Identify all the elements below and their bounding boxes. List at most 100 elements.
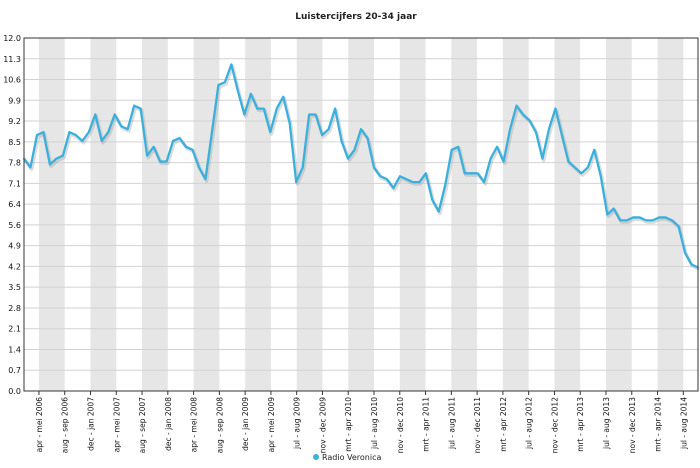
data-point <box>29 166 32 169</box>
data-point <box>204 178 207 181</box>
data-point <box>288 122 291 125</box>
data-point <box>502 160 505 163</box>
data-point <box>68 131 71 134</box>
data-point <box>457 145 460 148</box>
x-tick-label: mrt - apr 2014 <box>654 397 663 452</box>
x-tick-label: mrt - apr 2010 <box>344 397 353 452</box>
x-tick-label: nov - dec 2010 <box>396 397 405 453</box>
data-point <box>172 140 174 142</box>
x-tick-label: dec - jan 2007 <box>86 397 95 451</box>
background-bands <box>38 38 684 391</box>
data-point <box>224 81 226 84</box>
x-tick-label: jul - aug 2009 <box>293 397 302 450</box>
y-tick-label: 10.6 <box>3 76 21 85</box>
data-point <box>269 131 272 134</box>
background-band <box>348 38 375 391</box>
background-band <box>296 38 323 391</box>
y-tick-label: 1.4 <box>8 345 21 354</box>
x-tick-label: jul - aug 2014 <box>679 397 688 450</box>
data-point <box>282 95 285 98</box>
data-point <box>42 131 45 134</box>
legend-label-radio-veronica: Radio Veronica <box>322 453 381 462</box>
data-point <box>483 181 486 184</box>
data-point <box>632 216 635 219</box>
legend: Radio Veronica <box>313 453 381 462</box>
data-point <box>165 160 168 163</box>
x-tick-label: apr - mei 2006 <box>35 397 44 453</box>
data-point <box>586 166 589 169</box>
data-point <box>211 131 213 134</box>
background-band <box>90 38 117 391</box>
data-point <box>49 163 51 166</box>
data-point <box>567 160 570 163</box>
y-tick-label: 4.9 <box>8 242 21 251</box>
y-tick-label: 0.0 <box>8 387 21 396</box>
data-point <box>249 92 252 95</box>
x-tick-label: mrt - apr 2011 <box>422 397 431 452</box>
data-point <box>94 113 97 116</box>
data-point <box>236 90 239 92</box>
data-point <box>528 119 531 122</box>
background-band <box>38 38 65 391</box>
data-point <box>314 113 317 116</box>
plot-frame <box>23 37 699 392</box>
series-group <box>23 63 700 271</box>
y-tick-label: 3.5 <box>8 283 21 292</box>
data-point <box>690 263 693 266</box>
data-point <box>437 210 440 213</box>
data-point <box>554 107 557 110</box>
data-point <box>489 157 492 160</box>
y-tick-label: 6.4 <box>8 200 21 209</box>
data-point <box>424 172 427 175</box>
data-point <box>411 181 414 184</box>
data-point <box>671 219 673 222</box>
y-tick-label: 2.1 <box>8 325 21 334</box>
data-point <box>100 140 103 142</box>
y-tick-label: 4.2 <box>8 262 21 271</box>
data-point <box>392 187 395 189</box>
data-point <box>185 145 187 148</box>
data-point <box>334 107 336 110</box>
data-point <box>126 128 129 131</box>
x-tick-label: jul - aug 2012 <box>525 397 534 450</box>
data-point <box>522 113 524 116</box>
data-point <box>55 157 58 160</box>
data-point <box>684 251 686 254</box>
background-band <box>554 38 581 391</box>
data-point <box>107 131 110 134</box>
data-point <box>386 178 388 181</box>
y-tick-label: 9.2 <box>8 117 21 126</box>
data-point <box>230 63 233 66</box>
background-band <box>142 38 168 391</box>
y-tick-label: 0.7 <box>8 366 21 375</box>
x-tick-label: nov - dec 2012 <box>550 397 559 453</box>
data-point <box>470 172 473 175</box>
data-point <box>405 178 408 181</box>
data-point <box>262 107 265 110</box>
data-point <box>619 219 622 222</box>
data-point <box>152 145 155 148</box>
data-point <box>87 131 90 134</box>
data-point <box>664 216 667 219</box>
data-point <box>651 219 654 222</box>
data-point <box>373 166 375 169</box>
data-point <box>327 128 330 131</box>
x-tick-label: mrt - apr 2013 <box>576 397 585 452</box>
data-point <box>366 137 369 139</box>
data-point <box>541 157 544 160</box>
data-point <box>476 172 479 175</box>
x-tick-label: jul - aug 2010 <box>370 397 379 450</box>
data-point <box>301 166 304 169</box>
data-point <box>256 107 259 110</box>
background-band <box>193 38 220 391</box>
gridlines <box>24 37 698 392</box>
data-point <box>159 160 161 163</box>
x-tick-label: aug - sep 2007 <box>138 397 147 454</box>
x-tick-label: apr - mei 2009 <box>267 397 276 453</box>
background-band <box>245 38 271 391</box>
background-band <box>451 38 478 391</box>
y-tick-label: 7.1 <box>8 179 21 188</box>
data-point <box>645 219 648 222</box>
data-point <box>463 172 466 175</box>
